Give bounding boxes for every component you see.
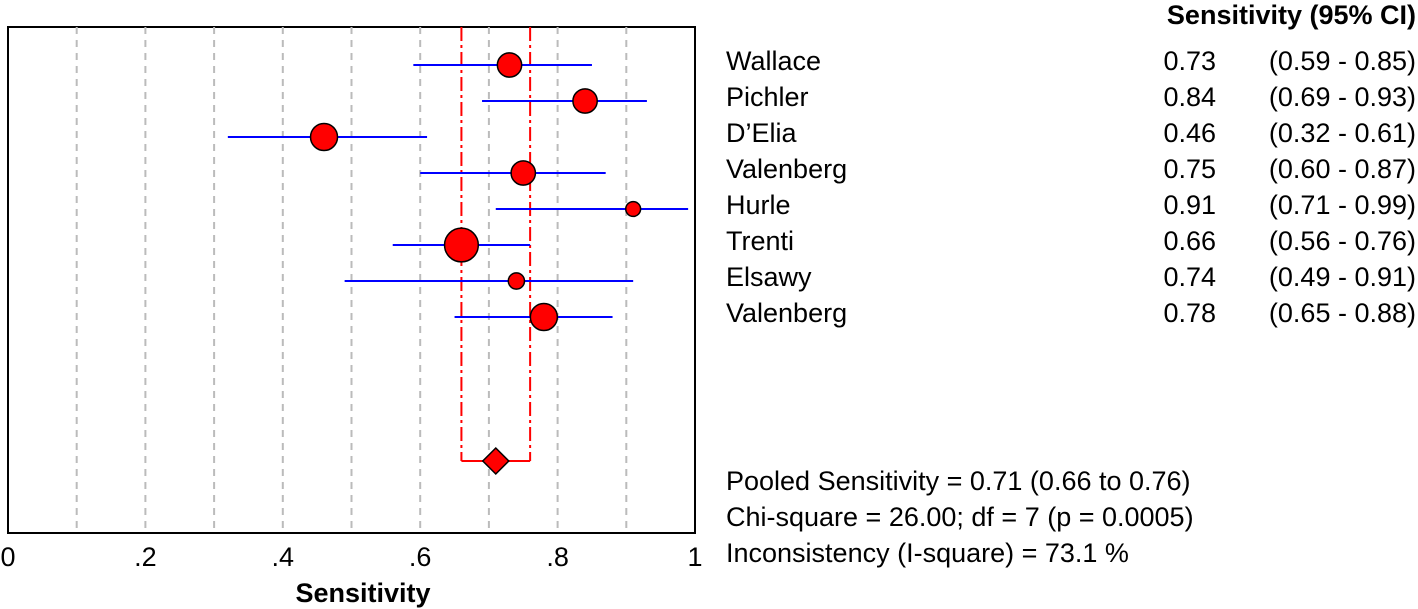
study-point <box>529 302 559 332</box>
study-point <box>572 88 598 114</box>
study-point <box>309 122 339 152</box>
x-tick-label: .4 <box>272 542 295 572</box>
study-ci-label: (0.60 - 0.87) <box>1268 154 1416 184</box>
study-point <box>507 272 526 290</box>
x-tick-label: .6 <box>409 542 432 572</box>
study-point <box>624 200 642 218</box>
x-tick-label: .8 <box>546 542 569 572</box>
pooled-sensitivity-text: Pooled Sensitivity = 0.71 (0.66 to 0.76) <box>726 466 1191 496</box>
study-ci-label: (0.56 - 0.76) <box>1268 226 1416 256</box>
table-header: Sensitivity (95% CI) <box>1166 0 1416 30</box>
study-point <box>510 160 537 186</box>
summary-stats: Pooled Sensitivity = 0.71 (0.66 to 0.76)… <box>726 463 1194 571</box>
pooled-estimate-diamond <box>481 446 510 476</box>
study-estimate: 0.73 <box>1163 46 1216 76</box>
chi-square-text: Chi-square = 26.00; df = 7 (p = 0.0005) <box>726 502 1194 532</box>
study-estimate: 0.74 <box>1163 262 1216 292</box>
study-estimate: 0.46 <box>1163 118 1216 148</box>
study-name: Trenti <box>726 226 795 256</box>
study-row: Wallace 0.73 (0.59 - 0.85) <box>726 46 1416 82</box>
study-row: Hurle 0.91 (0.71 - 0.99) <box>726 190 1416 226</box>
study-name: Wallace <box>726 46 822 76</box>
study-row: Elsawy 0.74 (0.49 - 0.91) <box>726 262 1416 298</box>
study-estimate: 0.78 <box>1163 298 1216 328</box>
study-estimate: 0.75 <box>1163 154 1216 184</box>
study-row: Trenti 0.66 (0.56 - 0.76) <box>726 226 1416 262</box>
study-estimate: 0.91 <box>1163 190 1216 220</box>
forest-plot: 0 .2 .4 .6 .8 1 Sensitivity <box>0 26 703 608</box>
x-axis-title: Sensitivity <box>295 578 430 608</box>
study-name: Elsawy <box>726 262 812 292</box>
study-row: Valenberg 0.75 (0.60 - 0.87) <box>726 154 1416 190</box>
study-estimate: 0.66 <box>1163 226 1216 256</box>
study-name: Valenberg <box>726 298 848 328</box>
study-ci-label: (0.69 - 0.93) <box>1268 82 1416 112</box>
study-ci-label: (0.32 - 0.61) <box>1268 118 1416 148</box>
x-tick-label: .2 <box>134 542 157 572</box>
study-name: Valenberg <box>726 154 848 184</box>
study-row: Valenberg 0.78 (0.65 - 0.88) <box>726 298 1416 334</box>
study-estimate: 0.84 <box>1163 82 1216 112</box>
study-row: Pichler 0.84 (0.69 - 0.93) <box>726 82 1416 118</box>
study-ci-label: (0.65 - 0.88) <box>1268 298 1416 328</box>
study-point <box>443 227 480 263</box>
x-tick-label: 1 <box>687 542 702 572</box>
study-name: Pichler <box>726 82 809 112</box>
inconsistency-text: Inconsistency (I-square) = 73.1 % <box>726 538 1129 568</box>
study-point <box>496 52 523 78</box>
study-ci-label: (0.71 - 0.99) <box>1268 190 1416 220</box>
study-name: Hurle <box>726 190 791 220</box>
x-tick-label: 0 <box>0 542 15 572</box>
study-ci-label: (0.59 - 0.85) <box>1268 46 1416 76</box>
study-name: D’Elia <box>726 118 797 148</box>
study-row: D’Elia 0.46 (0.32 - 0.61) <box>726 118 1416 154</box>
study-ci-label: (0.49 - 0.91) <box>1268 262 1416 292</box>
